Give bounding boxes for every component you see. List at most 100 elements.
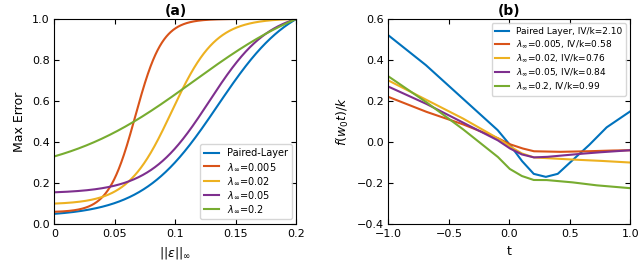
$\lambda_\infty$=0.005 [51, 210, 58, 213]
$\lambda_\infty$=0.005 [244, 17, 252, 21]
Legend: Paired-Layer, $\lambda_\infty$=0.005, $\lambda_\infty$=0.02, $\lambda_\infty$=0.: Paired-Layer, $\lambda_\infty$=0.005, $\… [200, 144, 292, 219]
$\lambda_\infty$=0.02, IV/k=0.76 [385, 79, 392, 82]
Title: (a): (a) [164, 4, 186, 18]
Line: $\lambda_\infty$=0.005, IV/k=0.58: $\lambda_\infty$=0.005, IV/k=0.58 [388, 97, 630, 152]
$\lambda_\infty$=0.05, IV/k=0.84 [627, 148, 634, 152]
$\lambda_\infty$=0.2 [76, 147, 83, 150]
X-axis label: $||\epsilon||_\infty$: $||\epsilon||_\infty$ [159, 245, 191, 261]
$\lambda_\infty$=0.02 [239, 24, 247, 27]
$\lambda_\infty$=0.005, IV/k=0.58 [409, 105, 417, 108]
$\lambda_\infty$=0.02, IV/k=0.76 [409, 92, 417, 95]
$\lambda_\infty$=0.05 [217, 83, 225, 86]
$\lambda_\infty$=0.005 [217, 18, 225, 21]
Paired Layer, IV/k=2.10 [573, 154, 581, 157]
$\lambda_\infty$=0.05 [76, 189, 83, 193]
$\lambda_\infty$=0.005, IV/k=0.58 [491, 135, 499, 139]
$\lambda_\infty$=0.2 [157, 103, 165, 106]
$\lambda_\infty$=0.02, IV/k=0.76 [627, 161, 634, 164]
Line: $\lambda_\infty$=0.2, IV/k=0.99: $\lambda_\infty$=0.2, IV/k=0.99 [388, 76, 630, 188]
$\lambda_\infty$=0.005 [292, 17, 300, 21]
$\lambda_\infty$=0.05 [51, 191, 58, 194]
$\lambda_\infty$=0.2 [148, 109, 156, 112]
Paired Layer, IV/k=2.10 [542, 175, 550, 178]
Paired Layer, IV/k=2.10 [385, 34, 392, 37]
$\lambda_\infty$=0.005, IV/k=0.58 [483, 132, 490, 135]
Paired Layer, IV/k=2.10 [409, 53, 417, 56]
$\lambda_\infty$=0.02 [217, 35, 225, 38]
Line: $\lambda_\infty$=0.02: $\lambda_\infty$=0.02 [54, 19, 296, 204]
Paired-Layer [217, 100, 225, 103]
$\lambda_\infty$=0.2, IV/k=0.99 [409, 92, 417, 95]
Line: $\lambda_\infty$=0.02, IV/k=0.76: $\lambda_\infty$=0.02, IV/k=0.76 [388, 80, 630, 163]
Paired-Layer [148, 182, 156, 185]
Paired-Layer [51, 212, 58, 215]
$\lambda_\infty$=0.005 [239, 17, 247, 21]
Paired Layer, IV/k=2.10 [578, 150, 586, 153]
$\lambda_\infty$=0.2 [239, 45, 247, 49]
$\lambda_\infty$=0.02, IV/k=0.76 [483, 130, 490, 133]
Paired Layer, IV/k=2.10 [483, 118, 490, 121]
$\lambda_\infty$=0.05 [292, 17, 300, 21]
$\lambda_\infty$=0.005 [157, 42, 165, 46]
$\lambda_\infty$=0.05, IV/k=0.84 [551, 154, 559, 158]
Paired Layer, IV/k=2.10 [551, 173, 559, 176]
$\lambda_\infty$=0.2, IV/k=0.99 [483, 146, 490, 149]
Line: $\lambda_\infty$=0.005: $\lambda_\infty$=0.005 [54, 19, 296, 212]
$\lambda_\infty$=0.2 [292, 17, 300, 21]
Y-axis label: $f(w_0 t)/k$: $f(w_0 t)/k$ [335, 97, 351, 146]
$\lambda_\infty$=0.02, IV/k=0.76 [491, 135, 499, 138]
$\lambda_\infty$=0.2, IV/k=0.99 [627, 187, 634, 190]
Paired-Layer [157, 175, 165, 178]
$\lambda_\infty$=0.05, IV/k=0.84 [385, 85, 392, 88]
$\lambda_\infty$=0.005, IV/k=0.58 [551, 150, 559, 153]
Paired-Layer [292, 17, 300, 21]
$\lambda_\infty$=0.2, IV/k=0.99 [491, 153, 499, 156]
$\lambda_\infty$=0.05, IV/k=0.84 [578, 152, 586, 155]
$\lambda_\infty$=0.02, IV/k=0.76 [551, 157, 559, 160]
$\lambda_\infty$=0.05, IV/k=0.84 [483, 133, 490, 136]
$\lambda_\infty$=0.2, IV/k=0.99 [573, 181, 581, 185]
Line: $\lambda_\infty$=0.05: $\lambda_\infty$=0.05 [54, 19, 296, 192]
Paired Layer, IV/k=2.10 [491, 126, 499, 129]
Y-axis label: Max Error: Max Error [13, 91, 26, 152]
$\lambda_\infty$=0.05 [157, 161, 165, 164]
Line: Paired-Layer: Paired-Layer [54, 19, 296, 214]
$\lambda_\infty$=0.2, IV/k=0.99 [578, 182, 586, 185]
$\lambda_\infty$=0.005, IV/k=0.58 [554, 150, 561, 153]
$\lambda_\infty$=0.05, IV/k=0.84 [530, 156, 538, 159]
X-axis label: t: t [507, 245, 512, 258]
$\lambda_\infty$=0.05, IV/k=0.84 [409, 96, 417, 99]
$\lambda_\infty$=0.02 [51, 202, 58, 205]
Line: Paired Layer, IV/k=2.10: Paired Layer, IV/k=2.10 [388, 35, 630, 177]
$\lambda_\infty$=0.005 [76, 208, 83, 211]
$\lambda_\infty$=0.05 [148, 167, 156, 171]
$\lambda_\infty$=0.005, IV/k=0.58 [385, 95, 392, 99]
$\lambda_\infty$=0.02 [76, 200, 83, 203]
$\lambda_\infty$=0.05 [244, 48, 252, 51]
Line: $\lambda_\infty$=0.2: $\lambda_\infty$=0.2 [54, 19, 296, 156]
$\lambda_\infty$=0.02 [292, 17, 300, 21]
$\lambda_\infty$=0.2 [51, 155, 58, 158]
Paired-Layer [239, 68, 247, 71]
$\lambda_\infty$=0.2, IV/k=0.99 [385, 75, 392, 78]
$\lambda_\infty$=0.02, IV/k=0.76 [573, 158, 581, 161]
$\lambda_\infty$=0.05, IV/k=0.84 [573, 153, 581, 156]
$\lambda_\infty$=0.005, IV/k=0.58 [578, 150, 586, 153]
$\lambda_\infty$=0.02 [157, 132, 165, 135]
Paired-Layer [244, 62, 252, 66]
$\lambda_\infty$=0.2 [217, 60, 225, 64]
$\lambda_\infty$=0.005, IV/k=0.58 [627, 148, 634, 152]
$\lambda_\infty$=0.2 [244, 43, 252, 46]
$\lambda_\infty$=0.05 [239, 53, 247, 56]
$\lambda_\infty$=0.05, IV/k=0.84 [491, 137, 499, 140]
Legend: Paired Layer, IV/k=2.10, $\lambda_\infty$=0.005, IV/k=0.58, $\lambda_\infty$=0.0: Paired Layer, IV/k=2.10, $\lambda_\infty… [492, 23, 626, 96]
$\lambda_\infty$=0.005, IV/k=0.58 [573, 150, 581, 153]
$\lambda_\infty$=0.005 [148, 60, 156, 64]
$\lambda_\infty$=0.02 [148, 148, 156, 152]
Paired-Layer [76, 210, 83, 213]
Title: (b): (b) [498, 4, 521, 18]
$\lambda_\infty$=0.02, IV/k=0.76 [578, 158, 586, 161]
$\lambda_\infty$=0.02 [244, 22, 252, 26]
Paired Layer, IV/k=2.10 [627, 110, 634, 113]
Line: $\lambda_\infty$=0.05, IV/k=0.84: $\lambda_\infty$=0.05, IV/k=0.84 [388, 87, 630, 157]
